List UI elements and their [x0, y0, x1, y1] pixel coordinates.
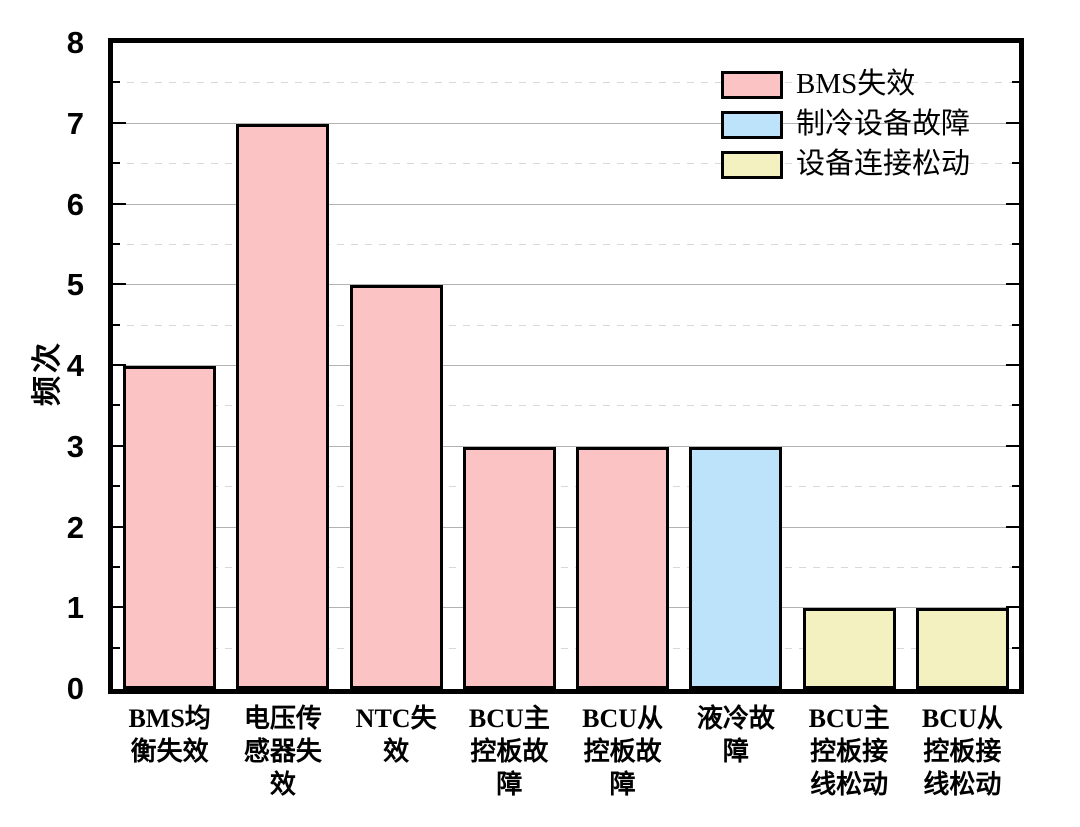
y-tick-label: 4	[66, 348, 84, 383]
gridline-major	[113, 526, 1019, 528]
y-tick-label: 7	[66, 105, 84, 141]
axis-tick	[113, 525, 126, 528]
gridline-major	[113, 445, 1019, 447]
bar-slot	[906, 43, 1019, 689]
axis-tick	[1006, 202, 1019, 205]
bar-slot	[453, 43, 566, 689]
gridline-major	[113, 122, 1019, 124]
gridline-major	[113, 365, 1019, 366]
x-axis-labels: BMS均 衡失效 电压传 感器失 效 NTC失 效 BCU主 控板故 障 BCU从 控板…	[113, 702, 1019, 801]
bar-BCU从控板故障	[576, 446, 670, 689]
axis-tick	[1006, 444, 1019, 447]
x-label-BCU从控板故障: BCU从 控板故 障	[582, 704, 664, 799]
gridline-minor	[113, 486, 1019, 488]
legend: BMS失效制冷设备故障 设备连接松动	[721, 68, 970, 188]
grid-layer	[113, 43, 1019, 689]
y-tick-label: 3	[66, 428, 84, 464]
axis-tick	[113, 283, 126, 286]
bar-BCU主控板故障	[462, 446, 556, 689]
axis-tick	[1012, 81, 1019, 84]
x-label-BCU从控板接线松动: BCU从 控板接 线松动	[921, 704, 1003, 799]
axis-tick	[113, 565, 120, 568]
gridline-minor	[113, 163, 1019, 165]
axis-tick	[113, 485, 120, 488]
legend-row: BMS失效	[721, 68, 970, 101]
y-tick-label: 5	[66, 267, 84, 303]
axis-tick	[1012, 565, 1019, 568]
plot-area: BMS失效制冷设备故障 设备连接松动	[108, 38, 1024, 694]
gridline-major	[113, 284, 1019, 286]
bar-BMS均衡失效	[123, 366, 217, 689]
axis-tick	[1006, 525, 1019, 528]
legend-row: 制冷设备故障	[721, 108, 970, 141]
bar-NTC失效	[349, 285, 443, 689]
gridline-major	[113, 607, 1019, 609]
bar-slot	[566, 43, 679, 689]
y-tick-label: 1	[66, 590, 84, 626]
bar-电压传感器失效	[236, 123, 330, 689]
x-label-NTC失效: NTC失 效	[355, 704, 437, 766]
axis-tick	[1012, 646, 1019, 649]
bar-slot	[679, 43, 792, 689]
axis-tick	[1012, 323, 1019, 326]
gridline-minor	[113, 405, 1019, 407]
axis-tick	[113, 121, 126, 124]
axis-tick	[113, 242, 120, 245]
legend-swatch	[721, 150, 783, 179]
legend-label: 设备连接松动	[796, 148, 971, 180]
legend-swatch	[721, 110, 783, 139]
x-label-电压传感器失效: 电压传 感器失 效	[243, 704, 322, 799]
gridline-minor	[113, 566, 1019, 568]
bar-BCU从控板接线松动	[915, 608, 1009, 689]
axis-tick	[1012, 404, 1019, 407]
axis-tick	[1006, 606, 1019, 609]
x-label-BMS均衡失效: BMS均 衡失效	[128, 704, 211, 766]
axis-tick	[1006, 121, 1019, 124]
axis-tick	[113, 81, 120, 84]
axis-tick	[113, 202, 126, 205]
axis-tick	[1012, 485, 1019, 488]
x-label-液冷故障: 液冷故 障	[696, 704, 775, 766]
axis-tick	[1012, 162, 1019, 165]
legend-label: BMS失效	[796, 68, 916, 100]
axis-tick	[1006, 283, 1019, 286]
axis-tick	[113, 444, 126, 447]
gridline-minor	[113, 324, 1019, 326]
legend-swatch	[721, 70, 783, 99]
bar-BCU主控板接线松动	[802, 608, 896, 689]
axis-tick	[113, 323, 120, 326]
gridline-minor	[113, 82, 1019, 84]
axis-tick	[113, 364, 126, 366]
gridline-major	[113, 203, 1019, 205]
bar-slot	[226, 43, 339, 689]
axis-tick	[1012, 242, 1019, 245]
bar-slot	[340, 43, 453, 689]
bar-液冷故障	[689, 446, 783, 689]
y-tick-label: 0	[66, 671, 84, 706]
bar-slot	[793, 43, 906, 689]
x-label-BCU主控板接线松动: BCU主 控板接 线松动	[808, 704, 890, 799]
legend-row: 设备连接松动	[721, 148, 970, 181]
gridline-minor	[113, 647, 1019, 649]
gridline-minor	[113, 243, 1019, 245]
axis-tick	[1006, 364, 1019, 366]
y-tick-label: 2	[66, 509, 84, 545]
y-axis-tick-labels: 0 1 2 3 4 5 6 7 8	[0, 25, 97, 706]
axis-tick	[113, 162, 120, 165]
axis-tick	[113, 646, 120, 649]
legend-label: 制冷设备故障	[796, 108, 971, 140]
bars-layer	[113, 43, 1019, 689]
bar-slot	[113, 43, 226, 689]
axis-tick	[113, 404, 120, 407]
x-label-BCU主控板故障: BCU主 控板故 障	[468, 704, 550, 799]
y-tick-label: 6	[66, 186, 84, 222]
y-tick-label: 8	[66, 25, 84, 60]
axis-tick	[113, 606, 126, 609]
